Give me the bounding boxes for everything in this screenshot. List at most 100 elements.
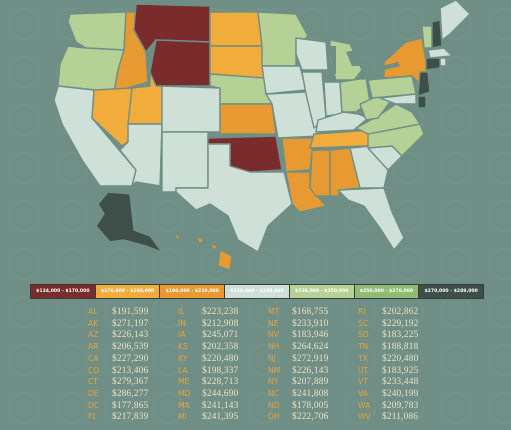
state-value: $241,808 (292, 388, 329, 399)
state-abbr: AK (88, 318, 99, 328)
state-value: $213,406 (112, 365, 149, 376)
state-CT (425, 57, 441, 71)
state-value: $191,599 (112, 307, 149, 317)
state-MA (427, 47, 453, 59)
state-abbr: MA (178, 400, 190, 410)
state-abbr: CT (88, 377, 98, 387)
state-ME (439, 0, 471, 41)
state-abbr: NY (268, 377, 279, 387)
state-abbr: NE (268, 318, 279, 328)
state-value: $206,539 (112, 342, 149, 353)
state-value: $183,925 (382, 365, 419, 376)
state-VT (421, 25, 433, 49)
state-abbr: WA (358, 400, 371, 410)
state-NH (431, 19, 443, 49)
state-abbr: FL (88, 412, 97, 422)
legend-item: $210,000 - $230,000 (225, 285, 289, 298)
state-abbr: IA (178, 330, 186, 340)
state-value: $229,192 (382, 318, 419, 329)
state-value: $207,889 (292, 377, 329, 388)
state-abbr: AR (88, 342, 99, 352)
state-abbr: KS (178, 342, 188, 352)
state-abbr: NH (268, 342, 280, 352)
state-DE (417, 95, 427, 109)
state-abbr: TN (358, 342, 369, 352)
state-abbr: MI (178, 412, 187, 422)
price-table: AL $191,599 AK $271,197 AZ $226,143 AR $206,539… (0, 306, 511, 430)
state-WY (149, 39, 211, 87)
state-AK (95, 191, 163, 253)
state-NJ (417, 71, 431, 97)
state-value: $217,839 (112, 412, 149, 423)
state-value: $211,086 (382, 412, 419, 423)
state-abbr: WV (358, 412, 371, 422)
state-GA (349, 145, 389, 189)
state-FL (337, 187, 405, 251)
state-value: $226,143 (292, 365, 329, 376)
state-OR (57, 45, 125, 93)
state-LA (285, 171, 327, 213)
state-value: $209,783 (382, 400, 419, 411)
state-value: $228,713 (202, 377, 239, 388)
state-abbr: SC (358, 318, 369, 328)
state-value: $223,238 (202, 307, 239, 317)
legend-item: $134,000 - $170,000 (31, 285, 95, 298)
state-value: $168,755 (292, 307, 329, 317)
state-abbr: DC (88, 400, 100, 410)
state-value: $226,143 (112, 330, 149, 341)
legend-item: $230,000 - $250,000 (289, 285, 354, 298)
state-abbr: NJ (268, 353, 276, 363)
state-value: $245,071 (202, 330, 239, 341)
state-value: $241,143 (202, 400, 239, 411)
state-abbr: ND (268, 400, 280, 410)
state-value: $264,624 (292, 342, 329, 353)
state-KS (219, 103, 277, 135)
state-value: $183,946 (292, 330, 329, 341)
state-abbr: SD (358, 330, 369, 340)
legend-item: $250,000 - $270,000 (354, 285, 419, 298)
state-MD (379, 93, 417, 105)
state-value: $244,690 (202, 388, 239, 399)
state-abbr: ME (178, 377, 190, 387)
state-value: $241,395 (202, 412, 239, 423)
state-value: $212,908 (202, 318, 239, 329)
state-value: $271,197 (112, 318, 149, 329)
state-value: $202,358 (202, 342, 239, 353)
state-value: $202,862 (382, 307, 419, 317)
state-value: $188,818 (382, 342, 419, 353)
state-value: $222,706 (292, 412, 329, 423)
state-abbr: VA (358, 388, 368, 398)
state-abbr: AZ (88, 330, 99, 340)
great-lakes (314, 30, 400, 80)
state-value: $240,199 (382, 388, 419, 399)
state-abbr: TX (358, 353, 368, 363)
legend-item: $270,000 - $289,000 (419, 285, 484, 298)
legend-item: $170,000 - $190,000 (95, 285, 160, 298)
state-abbr: NC (268, 388, 279, 398)
state-value: $178,005 (292, 400, 329, 411)
state-value: $233,910 (292, 318, 329, 329)
state-abbr: IN (178, 318, 186, 328)
state-CO (161, 85, 221, 133)
state-value: $286,277 (112, 388, 149, 399)
state-value: $183,225 (382, 330, 419, 341)
state-abbr: RI (358, 307, 366, 316)
state-value: $279,367 (112, 377, 149, 388)
state-abbr: CO (88, 365, 100, 375)
state-HI (173, 233, 233, 271)
state-abbr: VT (358, 377, 368, 387)
state-IN (323, 81, 343, 117)
state-ND (209, 11, 263, 47)
legend: $134,000 - $170,000 $170,000 - $190,000 $1… (30, 284, 484, 299)
state-abbr: LA (178, 365, 188, 375)
state-RI (439, 57, 447, 67)
state-abbr: MT (268, 307, 280, 316)
state-NM (161, 131, 209, 193)
state-abbr: CA (88, 353, 99, 363)
state-abbr: IL (178, 307, 185, 316)
state-abbr: OH (268, 412, 280, 422)
state-MS (309, 149, 331, 197)
state-value: $233,448 (382, 377, 419, 388)
state-value: $272,919 (292, 353, 329, 364)
